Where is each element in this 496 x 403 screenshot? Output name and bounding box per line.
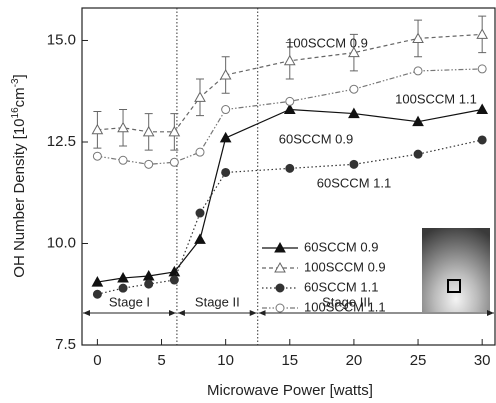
marker <box>195 147 205 157</box>
marker <box>169 275 179 285</box>
marker <box>168 125 181 137</box>
marker <box>91 123 104 135</box>
series-line <box>97 68 483 165</box>
x-tick-label: 15 <box>281 352 298 369</box>
marker <box>91 276 104 287</box>
marker <box>283 103 296 115</box>
stage-label: Stage II <box>195 294 240 309</box>
marker <box>144 279 154 289</box>
y-tick-label: 15.0 <box>47 31 76 48</box>
x-axis-label: Microwave Power [watts] <box>207 382 373 399</box>
series-line <box>97 33 483 133</box>
marker <box>274 241 286 253</box>
x-tick-label: 30 <box>474 352 491 369</box>
y-tick-label: 12.5 <box>47 133 76 150</box>
marker <box>349 84 359 94</box>
marker <box>413 149 423 159</box>
legend-label: 60SCCM 1.1 <box>304 279 378 294</box>
marker <box>476 103 489 115</box>
marker <box>195 208 205 218</box>
marker <box>476 28 489 39</box>
x-tick-label: 5 <box>157 352 165 369</box>
marker <box>413 66 423 76</box>
marker <box>477 135 487 145</box>
marker <box>477 64 487 74</box>
marker <box>285 163 295 173</box>
marker <box>142 125 155 137</box>
stage-label: Stage I <box>109 294 150 309</box>
marker <box>92 151 102 161</box>
marker <box>118 155 128 165</box>
x-tick-label: 20 <box>346 352 363 369</box>
marker <box>194 91 206 102</box>
legend-label: 100SCCM 1.1 <box>304 299 386 314</box>
marker <box>219 68 232 80</box>
marker <box>92 289 102 299</box>
marker <box>285 96 295 106</box>
marker <box>144 159 154 169</box>
marker <box>219 131 232 143</box>
marker <box>194 233 206 244</box>
marker <box>221 105 231 115</box>
marker <box>117 121 129 133</box>
marker <box>275 303 285 313</box>
inset-image <box>422 228 490 312</box>
marker <box>169 157 179 167</box>
marker <box>412 115 424 127</box>
marker <box>118 283 128 293</box>
y-tick-label: 7.5 <box>55 336 76 353</box>
annotation: 60SCCM 0.9 <box>279 131 353 146</box>
marker <box>348 107 360 119</box>
marker <box>348 46 360 58</box>
marker <box>349 159 359 169</box>
marker <box>221 167 231 177</box>
annotation: 60SCCM 1.1 <box>317 175 391 190</box>
stage-label: Stage III <box>322 294 370 309</box>
legend-label: 100SCCM 0.9 <box>304 259 386 274</box>
annotation: 100SCCM 0.9 <box>286 35 368 50</box>
marker <box>275 283 285 293</box>
x-tick-label: 10 <box>217 352 234 369</box>
series-line <box>97 108 483 283</box>
x-tick-label: 25 <box>410 352 427 369</box>
y-axis-label: OH Number Density [1016cm-3] <box>10 74 28 277</box>
x-tick-label: 0 <box>93 352 101 369</box>
marker <box>274 261 286 273</box>
annotation: 100SCCM 1.1 <box>395 91 477 106</box>
y-tick-label: 10.0 <box>47 234 76 251</box>
marker <box>283 54 296 66</box>
plot-frame <box>81 7 496 346</box>
marker <box>117 271 129 283</box>
marker <box>412 32 424 43</box>
legend-label: 60SCCM 0.9 <box>304 239 378 254</box>
